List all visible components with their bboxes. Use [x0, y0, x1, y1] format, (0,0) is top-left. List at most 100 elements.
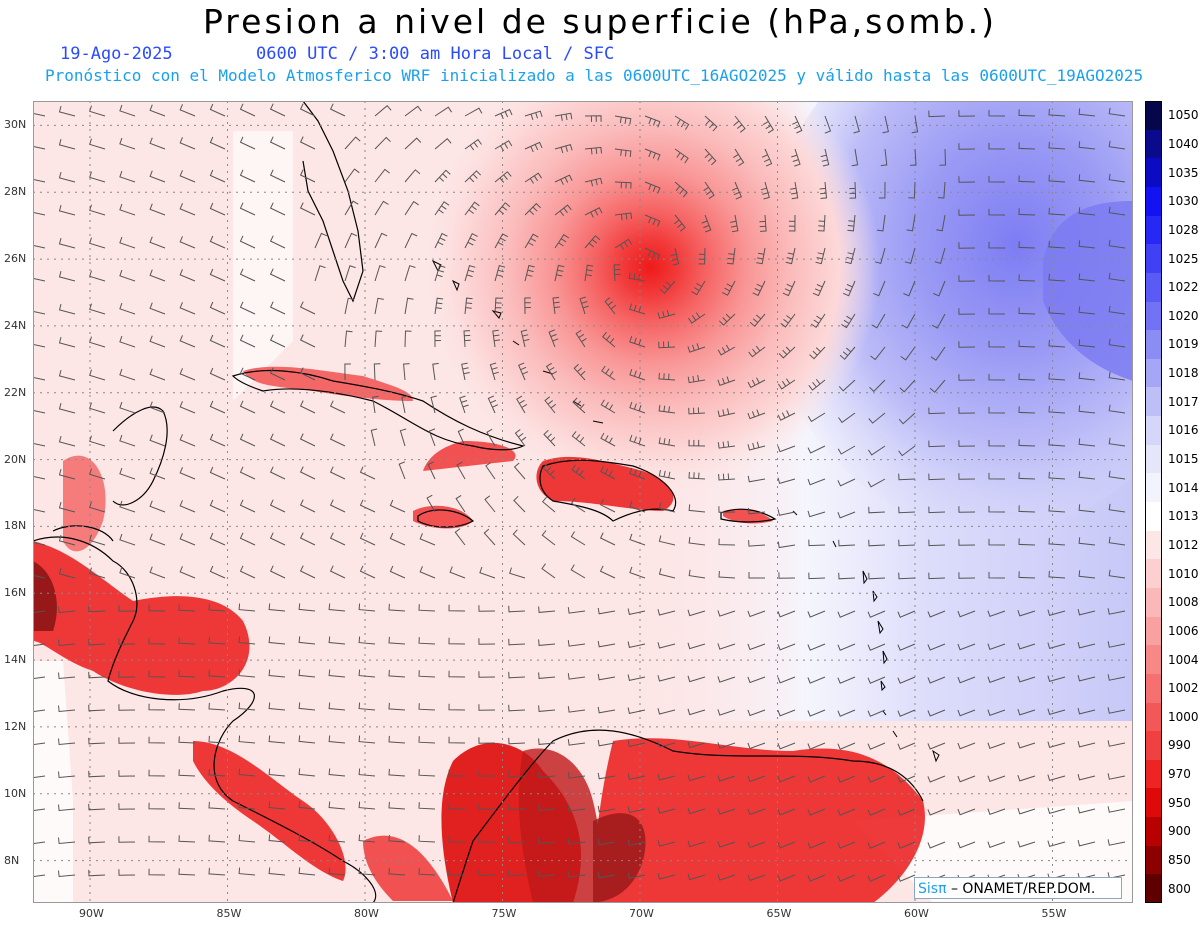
wind-barb — [178, 868, 196, 876]
legend-swatch — [1145, 845, 1162, 875]
wind-barb — [567, 739, 586, 746]
wind-barb — [118, 704, 136, 711]
wind-barb — [434, 330, 441, 348]
white-zone-gulf — [233, 131, 293, 401]
wind-barb — [388, 768, 406, 777]
wind-barb — [269, 367, 286, 381]
wind-barb — [58, 804, 76, 812]
wind-barb — [687, 873, 706, 881]
wind-barb — [657, 741, 676, 748]
wind-barb — [398, 461, 406, 480]
wind-barb — [178, 604, 196, 612]
wind-barb — [717, 808, 736, 815]
wind-barb — [1018, 472, 1036, 480]
wind-barb — [419, 533, 436, 546]
wind-barb — [898, 412, 916, 425]
wind-barb — [544, 396, 557, 414]
wind-barb — [88, 737, 106, 745]
wind-barb — [748, 572, 765, 579]
wind-barb — [845, 247, 856, 265]
wind-barb — [687, 774, 706, 782]
wind-barb — [554, 264, 565, 282]
wind-barb — [344, 265, 356, 282]
wind-barb — [448, 670, 466, 678]
wind-barb — [430, 395, 437, 414]
wind-barb — [567, 640, 586, 647]
wind-barb — [1017, 643, 1036, 650]
wind-barb — [524, 233, 539, 249]
wind-barb — [512, 529, 526, 546]
wind-barbs — [33, 103, 1126, 882]
wind-barb — [58, 336, 76, 348]
wind-barb — [118, 770, 136, 777]
wind-barb — [808, 572, 826, 580]
wind-barb — [538, 837, 556, 844]
wind-barb — [747, 874, 766, 882]
wind-barb — [988, 307, 1006, 315]
wind-barb — [1108, 404, 1126, 414]
legend-label: 990 — [1168, 738, 1191, 753]
legend-label: 1020 — [1168, 308, 1199, 323]
wind-barb — [1108, 569, 1126, 579]
wind-barb — [627, 806, 646, 813]
wind-barb — [597, 673, 616, 681]
credit-brand: Sisπ — [918, 881, 947, 897]
wind-barb — [718, 473, 736, 481]
wind-barb — [268, 768, 286, 777]
wind-barb — [328, 768, 346, 777]
wind-barb — [958, 275, 976, 282]
wind-barb — [807, 775, 826, 783]
wind-barb — [209, 268, 226, 282]
wind-barb — [208, 834, 226, 843]
wind-barb — [1017, 775, 1036, 782]
wind-barb — [239, 202, 256, 216]
wind-barb — [571, 431, 586, 447]
wind-barb — [524, 172, 543, 184]
graticule — [33, 101, 1133, 903]
wind-barb — [418, 703, 436, 711]
wind-barb — [208, 735, 226, 744]
wind-barb — [599, 565, 616, 579]
wind-barb — [673, 214, 686, 232]
wind-barb — [238, 768, 256, 777]
wind-barb — [454, 528, 466, 546]
wind-barb — [928, 572, 946, 580]
wind-barb — [33, 277, 46, 282]
wind-barb — [670, 247, 680, 266]
wind-barb — [508, 737, 526, 745]
wind-barb — [657, 873, 676, 880]
wind-barb — [629, 533, 646, 546]
wind-barb — [573, 363, 586, 381]
wind-barb — [298, 669, 316, 678]
wind-barb — [178, 835, 196, 843]
wind-barb — [389, 532, 406, 546]
legend-label: 1035 — [1168, 165, 1199, 180]
wind-barb — [1048, 504, 1066, 513]
wind-barb — [627, 641, 646, 648]
wind-barb — [897, 610, 916, 618]
small-islands — [431, 259, 940, 763]
wind-barb — [374, 265, 386, 282]
wind-barb — [957, 676, 976, 684]
wind-barb — [299, 400, 316, 414]
wind-barb — [427, 461, 436, 480]
wind-barb — [629, 401, 646, 414]
wind-barb — [1047, 609, 1066, 617]
latitude-label: 24N — [4, 318, 27, 332]
wind-barb — [1048, 570, 1066, 579]
wind-barb — [658, 535, 676, 546]
wind-barb — [613, 264, 621, 282]
wind-barb — [118, 836, 136, 843]
wind-barb — [209, 202, 226, 216]
wind-barb — [239, 433, 256, 447]
wind-barb — [178, 736, 196, 744]
wind-barb — [837, 841, 856, 849]
wind-barb — [269, 136, 286, 150]
wind-barb — [939, 148, 947, 166]
wind-barb — [1018, 439, 1036, 447]
longitude-label: 90W — [79, 907, 104, 920]
wind-barb — [782, 280, 796, 297]
wind-barb — [597, 805, 616, 813]
wind-barb — [1078, 207, 1096, 216]
wind-barb — [299, 433, 316, 447]
